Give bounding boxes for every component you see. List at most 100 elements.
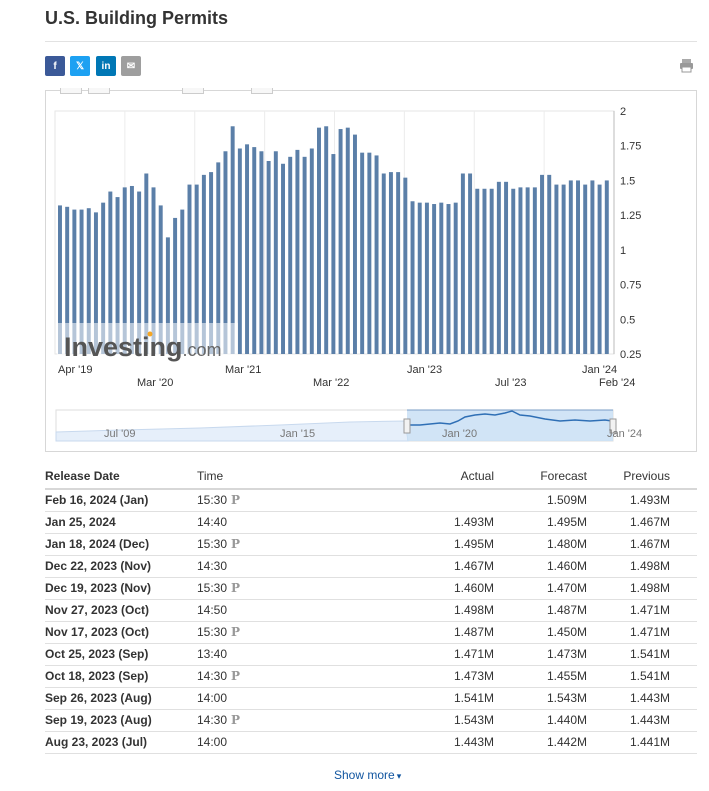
bar[interactable] [86, 208, 91, 354]
email-share-button[interactable]: ✉ [121, 56, 141, 76]
bar[interactable] [597, 184, 602, 354]
bar[interactable] [446, 204, 451, 354]
bar[interactable] [309, 148, 314, 354]
bar[interactable] [331, 154, 336, 354]
bar[interactable] [144, 173, 149, 354]
bar[interactable] [532, 187, 537, 354]
bar[interactable] [388, 172, 393, 354]
header-time[interactable]: Time [197, 464, 321, 490]
bar[interactable] [122, 187, 127, 354]
bar[interactable] [403, 177, 408, 354]
bar[interactable] [381, 173, 386, 354]
range-navigator[interactable]: Jul '09 Jan '15 Jan '20 Jan '24 [55, 409, 642, 442]
linkedin-share-button[interactable]: in [96, 56, 116, 76]
bar[interactable] [173, 217, 178, 354]
twitter-share-button[interactable]: 𝕏 [70, 56, 90, 76]
bar[interactable] [468, 173, 473, 354]
bar[interactable] [165, 237, 170, 354]
bar[interactable] [230, 126, 235, 355]
bar[interactable] [583, 184, 588, 354]
bar[interactable] [259, 151, 264, 354]
bar[interactable] [576, 180, 580, 354]
bar[interactable] [216, 162, 221, 354]
bar[interactable] [547, 174, 552, 354]
bar[interactable] [417, 202, 422, 354]
bar[interactable] [504, 181, 509, 354]
bar[interactable] [245, 144, 250, 354]
bar[interactable] [604, 180, 609, 354]
bar[interactable] [151, 187, 156, 354]
bar[interactable] [475, 188, 480, 354]
preliminary-icon[interactable]: P [231, 581, 241, 595]
bar[interactable] [288, 156, 293, 354]
facebook-share-button[interactable]: f [45, 56, 65, 76]
bar[interactable] [374, 155, 379, 354]
bar[interactable] [137, 191, 142, 354]
bar[interactable] [561, 184, 566, 354]
bar[interactable] [158, 205, 163, 354]
header-previous[interactable]: Previous [587, 464, 697, 490]
bar[interactable] [367, 152, 372, 354]
toolbar-button-2[interactable] [88, 88, 110, 94]
toolbar-button-4[interactable] [251, 88, 273, 94]
bar[interactable] [295, 149, 300, 354]
toolbar-button-1[interactable] [60, 88, 82, 94]
preliminary-icon[interactable]: P [231, 537, 241, 551]
bar[interactable] [554, 184, 559, 354]
bar[interactable] [93, 212, 98, 354]
bar[interactable] [187, 184, 192, 354]
header-actual[interactable]: Actual [321, 464, 494, 490]
bar[interactable] [324, 126, 329, 355]
bar[interactable] [482, 188, 487, 354]
bar[interactable] [338, 129, 343, 354]
bar[interactable] [432, 204, 437, 354]
preliminary-icon[interactable]: P [231, 625, 241, 639]
bar[interactable] [201, 174, 206, 354]
bar[interactable] [65, 206, 70, 354]
bar[interactable] [424, 202, 429, 354]
bar[interactable] [518, 187, 523, 354]
bar[interactable] [273, 151, 278, 354]
header-forecast[interactable]: Forecast [494, 464, 587, 490]
bar[interactable] [352, 134, 357, 354]
bar[interactable] [58, 205, 62, 354]
bar[interactable] [101, 202, 106, 354]
bar[interactable] [540, 174, 545, 354]
bar[interactable] [345, 127, 350, 354]
bar[interactable] [252, 147, 257, 354]
bar[interactable] [180, 209, 185, 354]
preliminary-icon[interactable]: P [231, 493, 241, 508]
navigator-right-handle[interactable] [609, 418, 617, 434]
bar[interactable] [496, 181, 501, 354]
bar[interactable] [108, 191, 113, 354]
bar[interactable] [568, 180, 573, 354]
preliminary-icon[interactable]: P [231, 669, 241, 683]
bar[interactable] [525, 187, 530, 354]
header-release-date[interactable]: Release Date [45, 464, 197, 490]
bar[interactable] [489, 188, 494, 354]
bar[interactable] [115, 197, 120, 354]
bar[interactable] [453, 202, 458, 354]
bar[interactable] [396, 172, 401, 354]
navigator-left-handle[interactable] [403, 418, 411, 434]
bar[interactable] [511, 188, 516, 354]
bar[interactable] [410, 201, 415, 354]
bar[interactable] [129, 185, 134, 354]
show-more-link[interactable]: Show more ▾ [334, 768, 401, 782]
bar[interactable] [302, 156, 307, 354]
bar[interactable] [194, 184, 199, 354]
bar[interactable] [72, 209, 77, 354]
bar[interactable] [266, 160, 271, 354]
bar[interactable] [439, 202, 444, 354]
bar[interactable] [281, 163, 285, 354]
bar[interactable] [360, 152, 365, 354]
bar[interactable] [209, 172, 214, 354]
toolbar-button-3[interactable] [182, 88, 204, 94]
printer-icon[interactable] [679, 58, 694, 73]
bar[interactable] [590, 180, 595, 354]
bar[interactable] [79, 209, 84, 354]
bar[interactable] [237, 148, 242, 354]
bar[interactable] [223, 151, 228, 354]
bar[interactable] [460, 173, 465, 354]
bar[interactable] [317, 127, 321, 354]
